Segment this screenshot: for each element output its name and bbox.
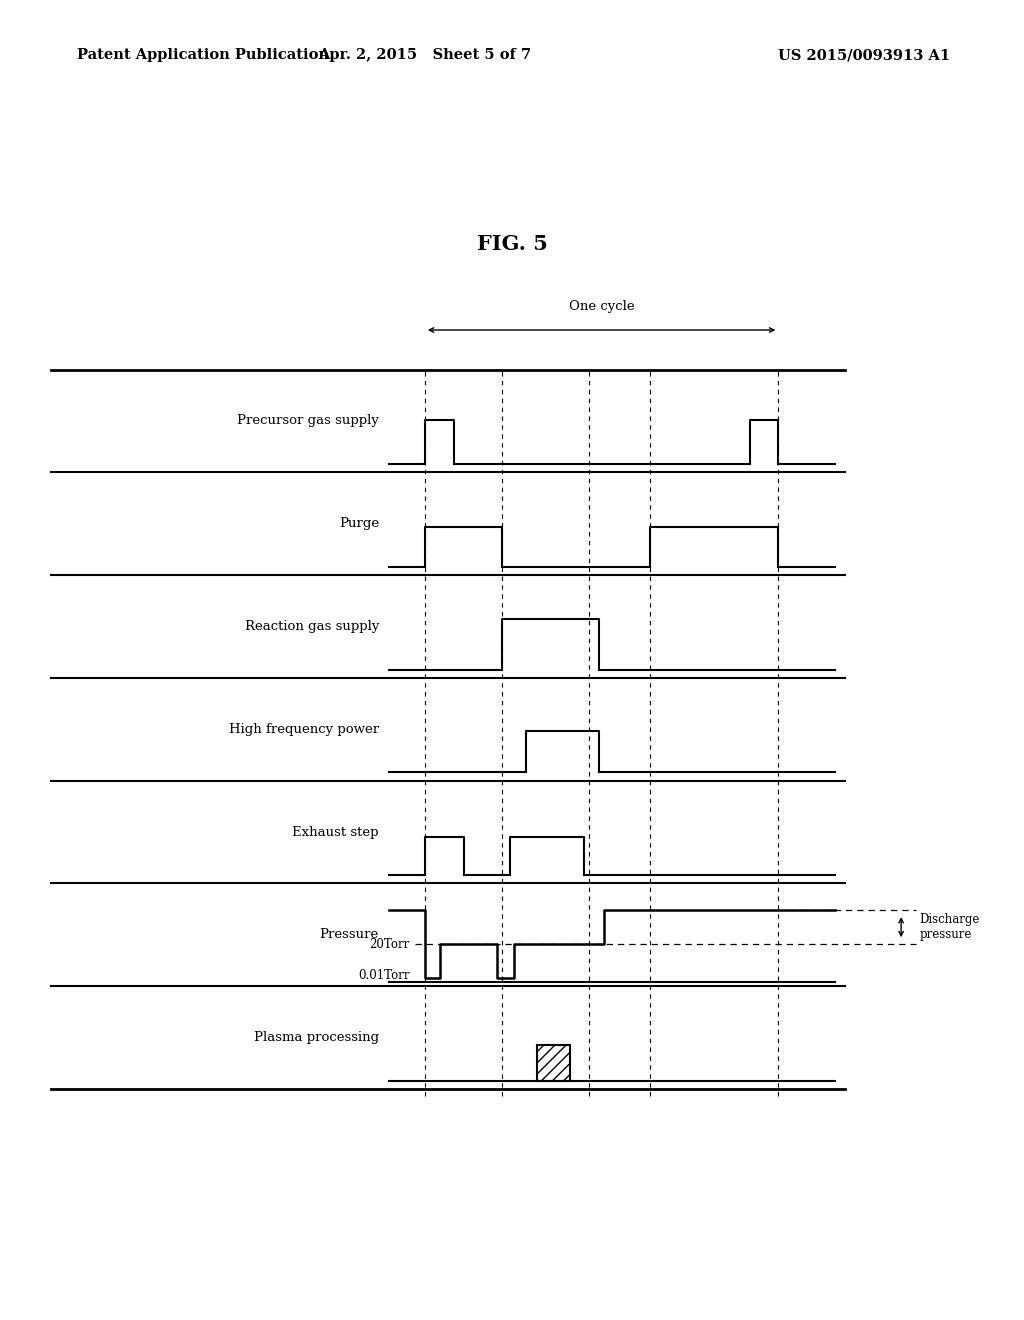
Text: US 2015/0093913 A1: US 2015/0093913 A1 — [778, 49, 950, 62]
Text: 0.01Torr: 0.01Torr — [358, 969, 410, 982]
Text: Plasma processing: Plasma processing — [254, 1031, 379, 1044]
Text: Exhaust step: Exhaust step — [293, 825, 379, 838]
Bar — [537, 1045, 570, 1081]
Text: Apr. 2, 2015   Sheet 5 of 7: Apr. 2, 2015 Sheet 5 of 7 — [318, 49, 531, 62]
Text: Reaction gas supply: Reaction gas supply — [245, 620, 379, 634]
Text: Purge: Purge — [339, 517, 379, 531]
Text: 20Torr: 20Torr — [370, 937, 410, 950]
Text: Pressure: Pressure — [319, 928, 379, 941]
Text: FIG. 5: FIG. 5 — [476, 234, 548, 255]
Text: High frequency power: High frequency power — [228, 723, 379, 735]
Text: One cycle: One cycle — [568, 300, 635, 313]
Text: Discharge
pressure: Discharge pressure — [920, 913, 980, 941]
Text: Patent Application Publication: Patent Application Publication — [77, 49, 329, 62]
Text: Precursor gas supply: Precursor gas supply — [237, 414, 379, 428]
